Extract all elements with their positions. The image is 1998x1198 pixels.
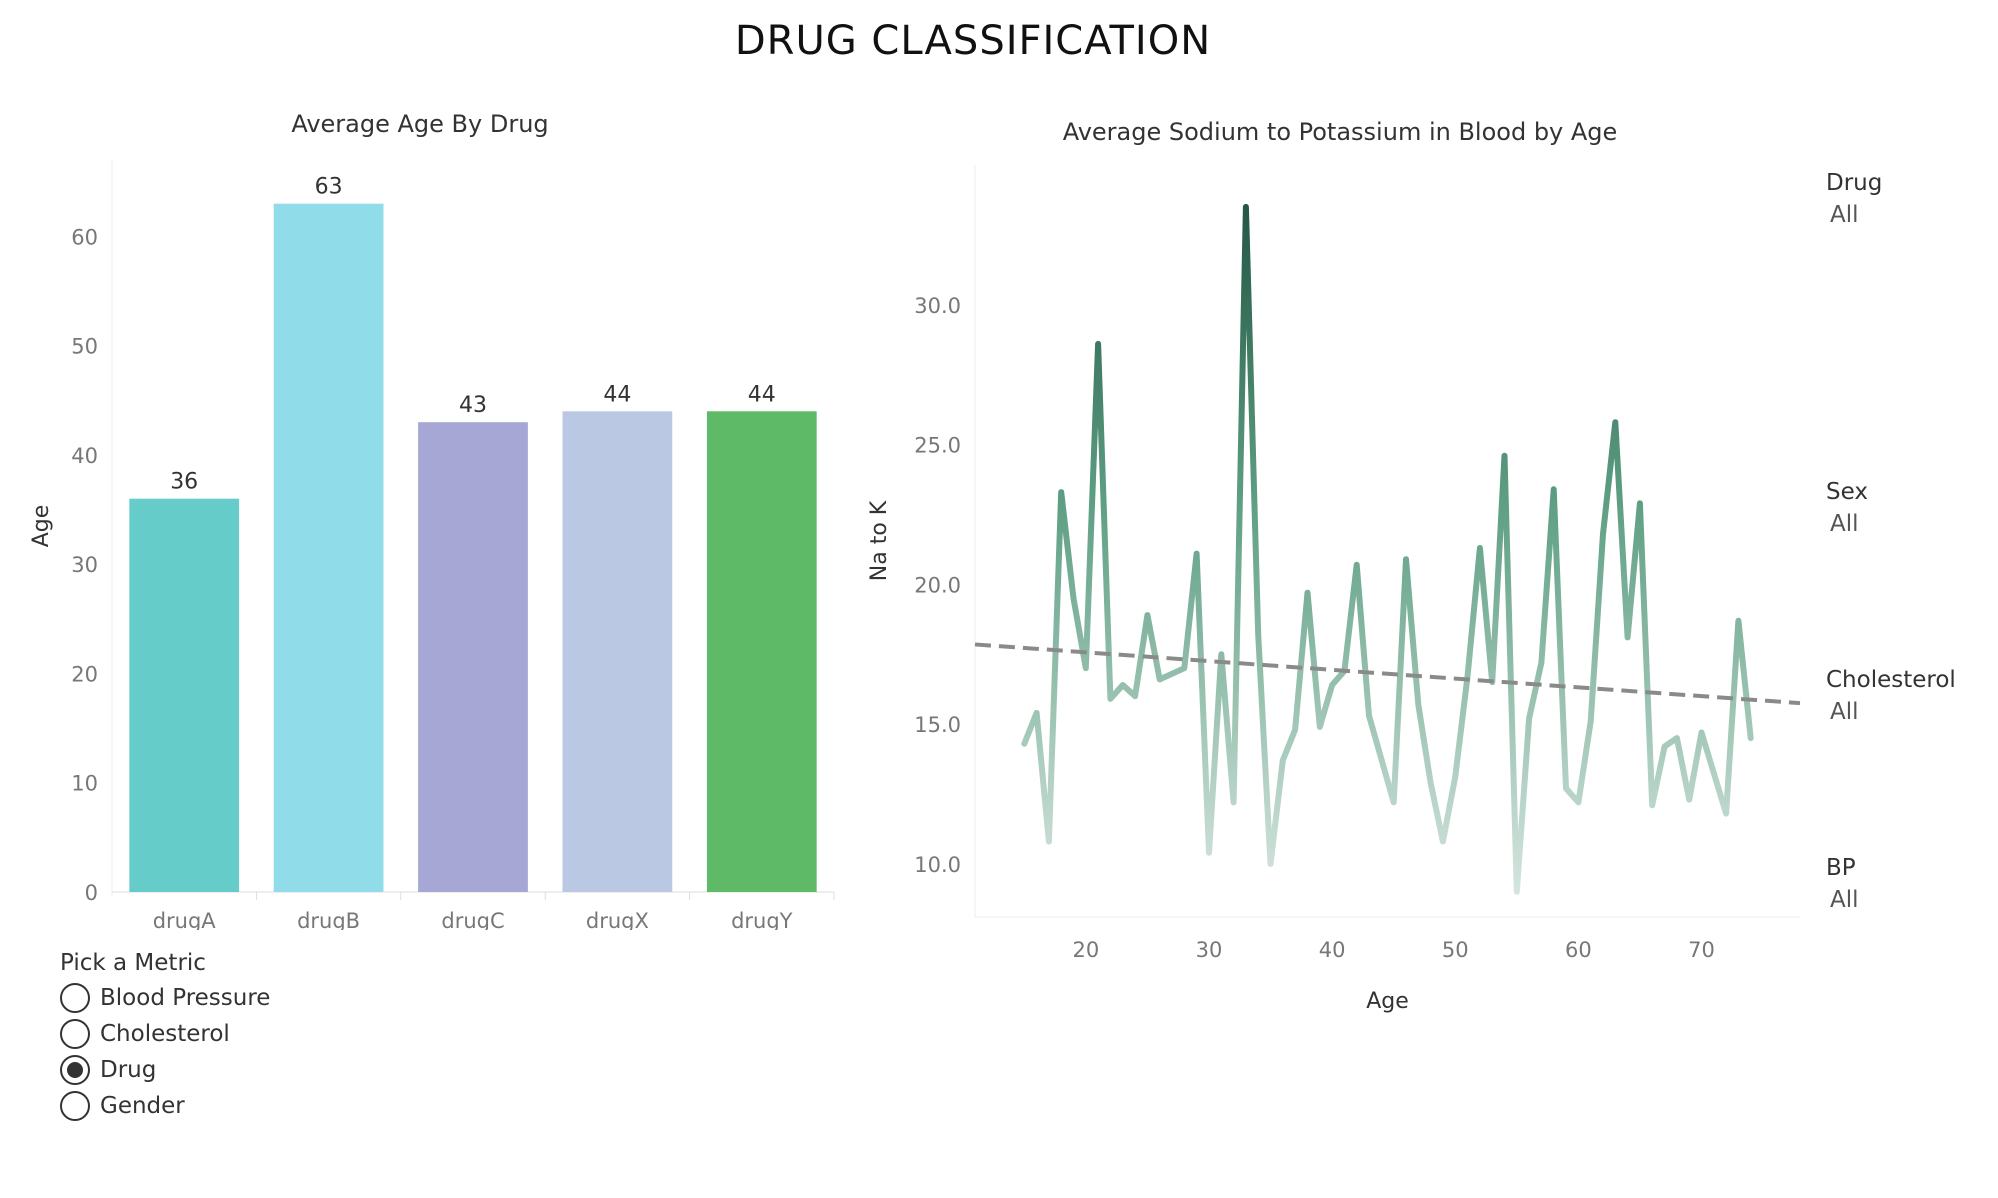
- x-tick-label: drugA: [153, 909, 217, 930]
- bar-drugX: [562, 411, 673, 892]
- filter-sex-name: Sex: [1826, 479, 1868, 505]
- x-tick-label: 60: [1565, 938, 1592, 962]
- y-tick-label: 20.0: [914, 573, 961, 597]
- line-chart: 10.0 15.0 20.0 25.0 30.0 20 30 40 50 60 70 Na to K A…: [867, 165, 1801, 1014]
- y-tick-label: 60: [71, 225, 98, 249]
- y-tick-label: 10: [71, 772, 98, 796]
- x-tick-label: 20: [1072, 938, 1099, 962]
- x-axis-label: Age: [1366, 989, 1409, 1014]
- y-tick-label: 30: [71, 553, 98, 577]
- filter-sex: Sex All: [1826, 479, 1868, 537]
- filter-drug: Drug All: [1826, 170, 1882, 228]
- y-tick-label: 25.0: [914, 434, 961, 458]
- radio-button[interactable]: [60, 1019, 90, 1049]
- metric-option-label: Gender: [100, 1093, 185, 1119]
- y-axis-label: Na to K: [867, 500, 892, 581]
- x-tick-label: drugX: [586, 909, 649, 930]
- filter-cholesterol-value[interactable]: All: [1830, 699, 1859, 725]
- x-tick-label: 70: [1688, 938, 1715, 962]
- trend-line: [974, 642, 1801, 706]
- metric-option-label: Cholesterol: [100, 1021, 230, 1047]
- filter-cholesterol-name: Cholesterol: [1826, 667, 1956, 693]
- metric-option-label: Drug: [100, 1057, 157, 1083]
- bar-value-label: 44: [748, 382, 776, 407]
- x-tick-label: drugY: [731, 909, 793, 930]
- bar-value-label: 44: [603, 382, 631, 407]
- metric-option-label: Blood Pressure: [100, 985, 271, 1011]
- bar-chart-title: Average Age By Drug: [291, 110, 549, 138]
- bar-drugA: [129, 498, 240, 892]
- y-axis-label: Age: [29, 505, 54, 548]
- y-tick-label: 50: [71, 335, 98, 359]
- y-tick-label: 0: [85, 881, 98, 905]
- bar-value-label: 43: [459, 393, 487, 418]
- radio-button-selected[interactable]: [60, 1055, 90, 1085]
- filter-bp-name: BP: [1826, 855, 1856, 881]
- bar-drugB: [273, 203, 384, 893]
- y-tick-label: 30.0: [914, 294, 961, 318]
- filter-drug-name: Drug: [1826, 170, 1883, 196]
- x-tick-label: 50: [1442, 938, 1469, 962]
- x-tick-label: drugC: [441, 909, 504, 930]
- filter-bp: BP All: [1826, 855, 1859, 913]
- metric-option-blood-pressure[interactable]: Blood Pressure: [60, 980, 270, 1016]
- y-tick-label: 20: [71, 662, 98, 686]
- metric-option-cholesterol[interactable]: Cholesterol: [60, 1016, 270, 1052]
- metric-picker: Pick a Metric Blood Pressure Cholesterol…: [60, 950, 270, 1124]
- x-tick-label: 40: [1319, 938, 1346, 962]
- dashboard-title: DRUG CLASSIFICATION: [734, 18, 1212, 64]
- bar-drugY: [706, 411, 817, 892]
- metric-option-drug[interactable]: Drug: [60, 1052, 270, 1088]
- filter-sex-value[interactable]: All: [1830, 511, 1859, 537]
- bar-chart: 0 10 20 30 40 50 60 Age 36 drugA 63 drugB 43 drugC 44 d…: [29, 160, 835, 930]
- bar-value-label: 36: [170, 470, 198, 495]
- y-tick-label: 40: [71, 444, 98, 468]
- y-tick-label: 15.0: [914, 713, 961, 737]
- x-tick-label: drugB: [297, 909, 360, 930]
- line-chart-title: Average Sodium to Potassium in Blood by …: [1062, 118, 1618, 146]
- y-tick-label: 10.0: [914, 853, 961, 877]
- radio-button[interactable]: [60, 983, 90, 1013]
- na-to-k-line: [1021, 203, 1754, 895]
- metric-option-gender[interactable]: Gender: [60, 1088, 270, 1124]
- metric-picker-title: Pick a Metric: [60, 950, 206, 976]
- filter-bp-value[interactable]: All: [1830, 887, 1859, 913]
- radio-button[interactable]: [60, 1091, 90, 1121]
- x-tick-label: 30: [1196, 938, 1223, 962]
- bar-drugC: [418, 422, 528, 892]
- bar-value-label: 63: [315, 175, 343, 200]
- filter-cholesterol: Cholesterol All: [1826, 667, 1956, 725]
- filter-drug-value[interactable]: All: [1830, 202, 1859, 228]
